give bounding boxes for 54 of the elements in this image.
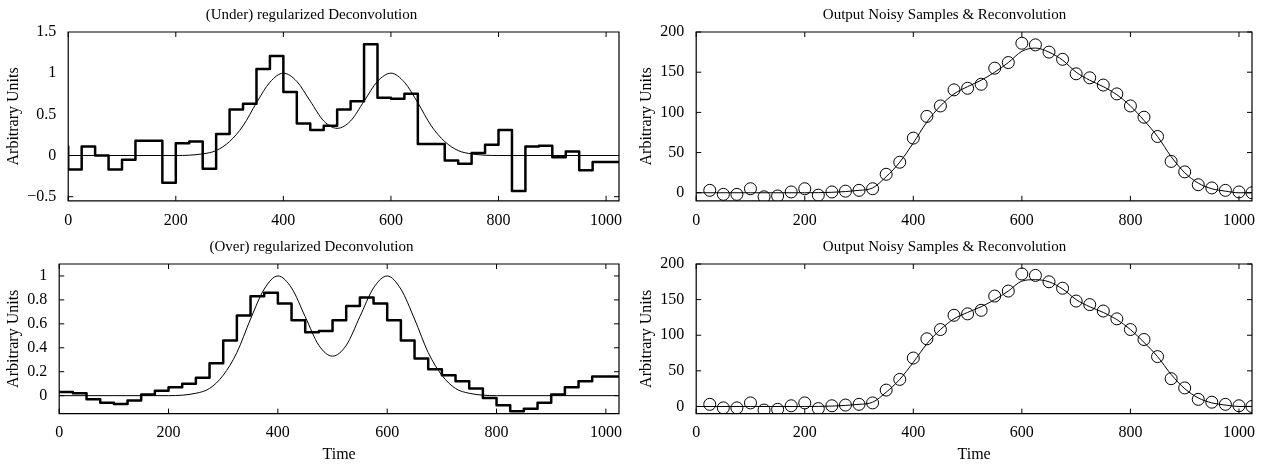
y-tick-label: 0.8	[27, 290, 48, 308]
x-tick-label: 200	[792, 423, 817, 441]
y-tick-label: 150	[660, 62, 685, 80]
chart-title: Output Noisy Samples & Reconvolution	[822, 237, 1067, 254]
y-tick-label: 200	[660, 22, 685, 40]
y-tick-label: 0.2	[27, 361, 48, 379]
x-axis-title: Time	[322, 444, 356, 462]
chart-title: (Under) regularized Deconvolution	[205, 5, 418, 23]
x-tick-label: 600	[1009, 423, 1034, 441]
y-tick-label: 1	[39, 266, 48, 284]
y-tick-label: 50	[668, 142, 685, 160]
x-tick-label: 800	[1118, 210, 1143, 228]
y-tick-label: 0.4	[27, 337, 48, 355]
x-tick-label: 1000	[590, 210, 623, 228]
x-axis-title: Time	[957, 444, 991, 462]
x-tick-label: 1000	[589, 423, 622, 441]
y-tick-label: 200	[660, 254, 685, 272]
x-tick-label: 200	[792, 210, 817, 228]
y-tick-label: 0	[39, 385, 48, 403]
y-tick-label: 1.5	[36, 22, 57, 40]
y-tick-label: 0.6	[27, 314, 48, 332]
y-tick-label: 0	[676, 182, 685, 200]
y-axis-title: Arbitrary Units	[3, 289, 22, 388]
x-tick-label: 1000	[1222, 423, 1255, 441]
x-tick-label: 0	[692, 423, 701, 441]
x-tick-label: 600	[1009, 210, 1034, 228]
y-tick-label: 0	[676, 396, 685, 414]
x-tick-label: 600	[378, 210, 403, 228]
x-tick-label: 400	[901, 423, 926, 441]
y-tick-label: 100	[660, 325, 685, 343]
y-axis-title: Arbitrary Units	[636, 67, 655, 166]
x-tick-label: 800	[486, 210, 511, 228]
y-tick-label: 0.5	[36, 104, 57, 122]
x-tick-label: 200	[156, 423, 181, 441]
chart-title: (Over) regularized Deconvolution	[209, 237, 415, 255]
y-tick-label: 100	[660, 102, 685, 120]
y-axis-title: Arbitrary Units	[636, 289, 655, 388]
y-tick-label: 50	[668, 361, 685, 379]
x-tick-label: 200	[163, 210, 188, 228]
x-tick-label: 600	[375, 423, 400, 441]
x-tick-label: 1000	[1222, 210, 1255, 228]
y-tick-label: 150	[660, 289, 685, 307]
y-tick-label: −0.5	[27, 186, 57, 204]
x-tick-label: 800	[484, 423, 509, 441]
y-axis-title: Arbitrary Units	[3, 67, 22, 166]
y-tick-label: 1	[48, 63, 57, 81]
x-tick-label: 400	[271, 210, 296, 228]
x-tick-label: 400	[901, 210, 926, 228]
chart-title: Output Noisy Samples & Reconvolution	[822, 5, 1067, 22]
x-tick-label: 400	[265, 423, 290, 441]
x-tick-label: 800	[1118, 423, 1143, 441]
x-tick-label: 0	[64, 210, 73, 228]
y-tick-label: 0	[48, 145, 57, 163]
x-tick-label: 0	[692, 210, 701, 228]
